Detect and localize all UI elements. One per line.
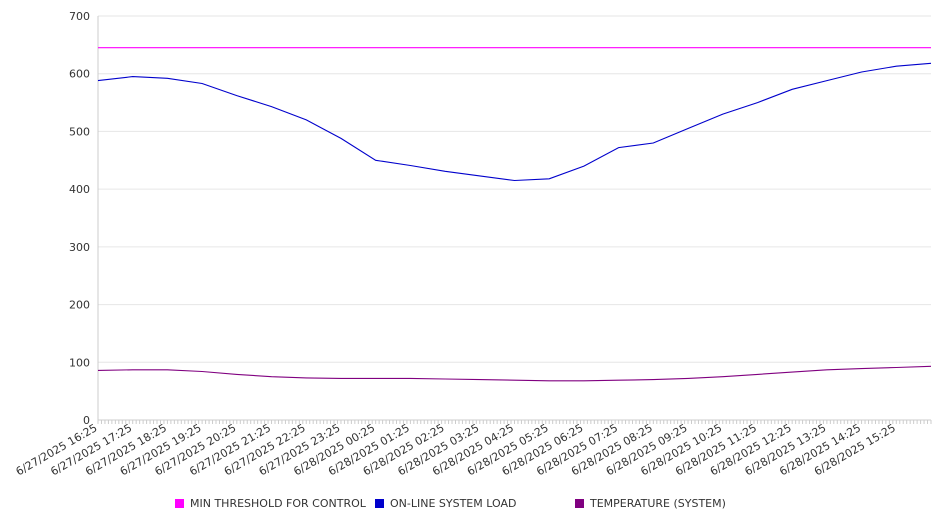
y-axis-ticks: 0 100 200 300 400 500 600 700 — [69, 10, 90, 427]
axes — [97, 16, 932, 424]
y-tick-label: 200 — [69, 299, 90, 312]
legend-swatch — [575, 499, 584, 508]
series-line-temperature-system — [97, 365, 932, 382]
y-tick-label: 100 — [69, 356, 90, 369]
legend-item-temperature: TEMPERATURE (SYSTEM) — [575, 497, 726, 510]
y-tick-label: 700 — [69, 10, 90, 23]
gridlines — [98, 15, 931, 363]
series-line-on-line-system-load — [97, 62, 932, 182]
legend: MIN THRESHOLD FOR CONTROL ON-LINE SYSTEM… — [0, 497, 946, 515]
legend-item-system-load: ON-LINE SYSTEM LOAD — [375, 497, 516, 510]
x-axis-ticks: 6/27/2025 16:256/27/2025 17:256/27/2025 … — [14, 421, 898, 478]
legend-swatch — [175, 499, 184, 508]
legend-label: MIN THRESHOLD FOR CONTROL — [190, 497, 366, 510]
y-tick-label: 500 — [69, 125, 90, 138]
y-tick-label: 600 — [69, 68, 90, 81]
y-tick-label: 300 — [69, 241, 90, 254]
y-tick-label: 0 — [83, 414, 90, 427]
legend-label: TEMPERATURE (SYSTEM) — [590, 497, 726, 510]
legend-swatch — [375, 499, 384, 508]
legend-label: ON-LINE SYSTEM LOAD — [390, 497, 517, 510]
series-lines — [97, 47, 932, 382]
y-tick-label: 400 — [69, 183, 90, 196]
legend-item-min-threshold: MIN THRESHOLD FOR CONTROL — [175, 497, 366, 510]
